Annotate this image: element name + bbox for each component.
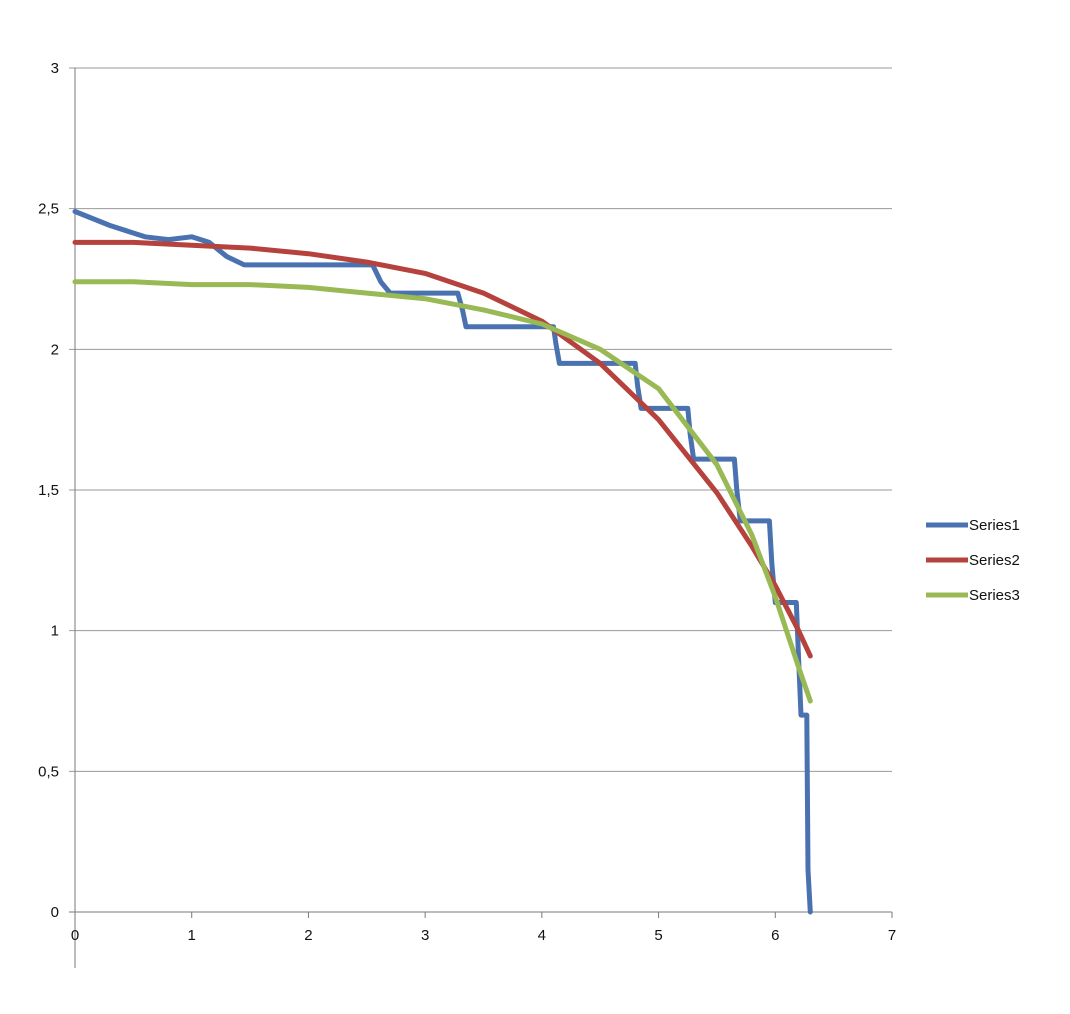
y-tick-label: 1 bbox=[51, 623, 59, 640]
y-tick-label: 0,5 bbox=[38, 763, 59, 780]
legend-item-series2[interactable]: Series2 bbox=[926, 552, 1020, 569]
x-tick-label: 4 bbox=[538, 927, 546, 944]
legend-label: Series1 bbox=[969, 517, 1020, 534]
x-tick-label: 7 bbox=[888, 927, 896, 944]
y-tick-label: 2 bbox=[51, 341, 59, 358]
y-tick-label: 3 bbox=[51, 60, 59, 77]
legend-label: Series2 bbox=[969, 552, 1020, 569]
plot-area-series bbox=[72, 209, 813, 915]
x-tick-label: 2 bbox=[304, 927, 312, 944]
x-tick-labels: 0 1 2 3 4 5 6 7 bbox=[71, 927, 896, 944]
x-tick-label: 3 bbox=[421, 927, 429, 944]
x-tick-label: 5 bbox=[654, 927, 662, 944]
x-tick-label: 0 bbox=[71, 927, 79, 944]
y-tick-labels: 0 0,5 1 1,5 2 2,5 3 bbox=[38, 60, 59, 921]
series-points-1 bbox=[74, 211, 811, 913]
series-line-1 bbox=[72, 209, 813, 915]
gridlines bbox=[69, 67, 892, 772]
legend-item-series3[interactable]: Series3 bbox=[926, 587, 1020, 604]
x-tick-label: 6 bbox=[771, 927, 779, 944]
series-points-2 bbox=[74, 242, 811, 656]
legend-label: Series3 bbox=[969, 587, 1020, 604]
legend-item-series1[interactable]: Series1 bbox=[926, 517, 1020, 534]
series-line-3 bbox=[72, 279, 813, 704]
y-tick-label: 0 bbox=[51, 904, 59, 921]
y-tick-label: 1,5 bbox=[38, 482, 59, 499]
legend[interactable]: Series1 Series2 Series3 bbox=[926, 517, 1020, 604]
x-tick-label: 1 bbox=[188, 927, 196, 944]
y-tick-label: 2,5 bbox=[38, 201, 59, 218]
series-points-3 bbox=[74, 281, 811, 702]
axes bbox=[69, 68, 893, 968]
